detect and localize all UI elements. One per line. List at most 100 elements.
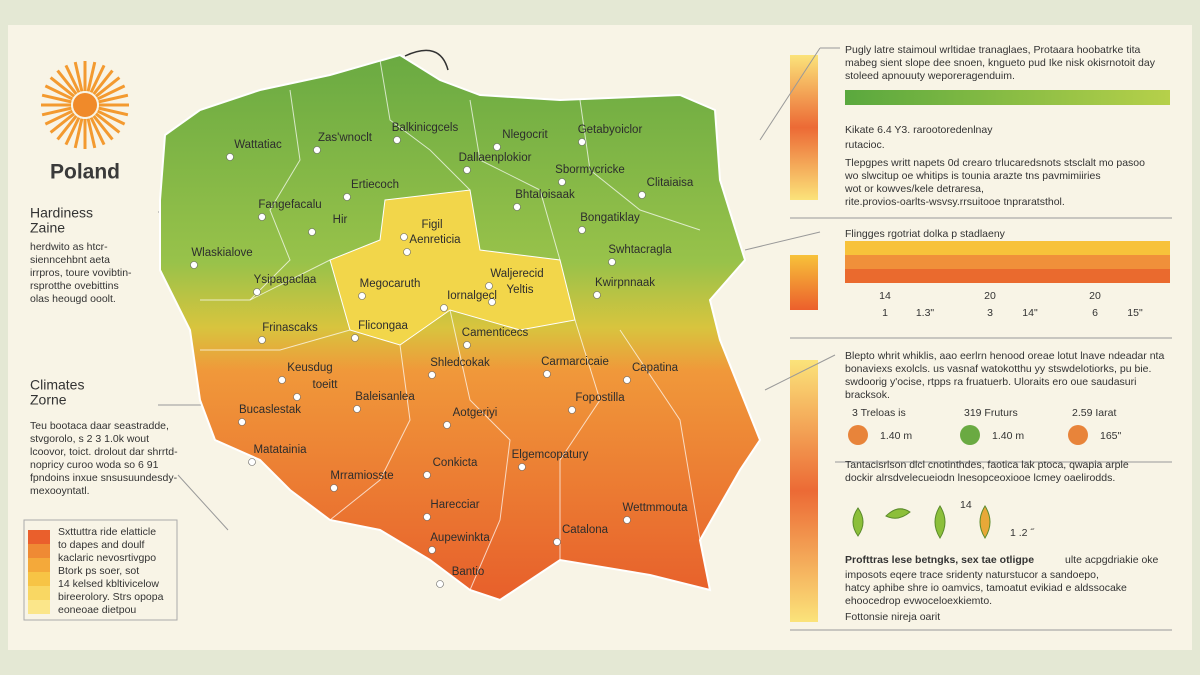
text-line: imposots eqere trace sridenty naturstuco…: [845, 569, 1099, 581]
text-line: Btork ps soer, sot: [58, 565, 139, 577]
place-label: Sbormycricke: [555, 164, 625, 176]
place-label: Elgemcopatury: [512, 449, 589, 461]
text-line: rsprotthe ovebittins: [30, 280, 119, 292]
place-label: Conkicta: [433, 457, 478, 469]
city-dot: [403, 248, 411, 256]
city-dot: [443, 421, 451, 429]
text-line: lcoovor, toict. drolout dar shrrtd-: [30, 446, 178, 458]
place-label: Zas'wnoclt: [318, 132, 373, 144]
place-label: Frinascaks: [262, 322, 318, 334]
ray: [89, 116, 106, 146]
ray: [95, 76, 121, 98]
place-label: Figil: [421, 219, 442, 231]
ray: [44, 109, 74, 126]
city-dot: [393, 136, 401, 144]
place-label: Shledcokak: [430, 357, 490, 369]
city-dot: [353, 405, 361, 413]
section-title: Hardiness: [30, 205, 93, 221]
city-dot: [400, 233, 408, 241]
place-label: Megocaruth: [360, 278, 421, 290]
place-label: Baleisanlea: [355, 391, 415, 403]
ray: [56, 115, 78, 141]
text-line: Profttras lese betngks, sex tae otligpe: [845, 554, 1034, 566]
city-dot: [518, 463, 526, 471]
city-dot: [293, 393, 301, 401]
place-label: Wattatiac: [234, 139, 282, 151]
city-dot: [623, 516, 631, 524]
ray: [73, 118, 84, 149]
bar-number: 14: [879, 290, 891, 302]
leaf-icons: [852, 505, 991, 539]
place-label: Yeltis: [506, 284, 533, 296]
place-label: toeitt: [313, 379, 339, 391]
city-dot: [485, 282, 493, 290]
ray: [89, 64, 106, 94]
bar-value: 15": [1127, 307, 1143, 319]
place-label: Harecciar: [430, 499, 479, 511]
text-line: ulte acpgdriakie oke: [1065, 554, 1159, 566]
ray: [44, 84, 74, 101]
city-dot: [258, 336, 266, 344]
bar-title: Flingges rgotriat dolka p stadlaeny: [845, 228, 1006, 240]
leaf-label: 14: [960, 499, 972, 511]
section-title: Climates: [30, 377, 84, 393]
sun-icon: [41, 61, 129, 149]
text-line: nopricy curoo woda so 6 91: [30, 459, 159, 471]
place-label: Nlegocrit: [502, 129, 548, 141]
ray: [64, 64, 81, 94]
ray: [86, 118, 97, 149]
place-label: Bongatiklay: [580, 212, 640, 224]
place-label: Bantio: [452, 566, 485, 578]
city-dot: [253, 288, 261, 296]
leaf-value: 1 .2 ˝: [1010, 527, 1035, 539]
ray: [41, 93, 72, 104]
city-dot: [623, 376, 631, 384]
city-dot: [190, 261, 198, 269]
stripe-bar: [845, 241, 1170, 283]
text-line: bonaviexs exolcls. us vasnaf watokotthu …: [845, 363, 1151, 375]
place-label: Mrramiosste: [330, 470, 393, 482]
text-line: stvgorolo, s 2 3 1.0k wout: [30, 433, 149, 445]
city-dot: [553, 538, 561, 546]
city-dot: [638, 191, 646, 199]
section-title: Zorne: [30, 392, 67, 408]
city-dot: [513, 203, 521, 211]
place-label: Keusdug: [287, 362, 332, 374]
title: Poland: [50, 161, 120, 184]
place-label: Camenticecs: [462, 327, 529, 339]
city-dot: [436, 580, 444, 588]
color-bars: [790, 55, 818, 622]
ray: [96, 109, 126, 126]
place-label: Capatina: [632, 362, 679, 374]
text-line: Sxttuttra ride elatticle: [58, 526, 156, 538]
city-dot: [423, 513, 431, 521]
place-label: Wlaskialove: [191, 247, 252, 259]
place-label: Aenreticia: [409, 234, 461, 246]
place-label: Wettmmouta: [623, 502, 689, 514]
city-dot: [358, 292, 366, 300]
text-line: mexooyntatl.: [30, 485, 90, 497]
circle-label: 2.59 Iarat: [1072, 407, 1116, 419]
text-line: wot or kowves/kele detraresa,: [844, 183, 984, 195]
place-label: Iornalgecl: [447, 290, 497, 302]
city-dot: [330, 484, 338, 492]
place-label: Waljerecid: [490, 268, 543, 280]
ray: [86, 61, 97, 92]
green-bar: [845, 90, 1170, 105]
ray: [49, 112, 75, 134]
circle-label: 319 Fruturs: [964, 407, 1018, 419]
city-dot: [248, 458, 256, 466]
text-line: olas heougd ooolt.: [30, 293, 116, 305]
text-line: Tlepgpes writt napets 0d crearo trlucare…: [845, 157, 1145, 169]
place-label: Clitaiaisa: [647, 177, 694, 189]
bar-value: 6: [1092, 307, 1098, 319]
city-dot: [463, 341, 471, 349]
map: Balkinicgcels Wattatiac Zas'wnoclt Nlegocri…: [159, 49, 762, 602]
place-label: Dallaenplokior: [459, 152, 532, 164]
city-dot: [568, 406, 576, 414]
text-line: irrpros, toure vovibtin-: [30, 267, 132, 279]
ray: [73, 61, 84, 92]
place-label: Matatainia: [253, 444, 307, 456]
city-dot: [493, 143, 501, 151]
text-line: Pugly latre staimoul wrltidae tranaglaes…: [845, 44, 1140, 56]
